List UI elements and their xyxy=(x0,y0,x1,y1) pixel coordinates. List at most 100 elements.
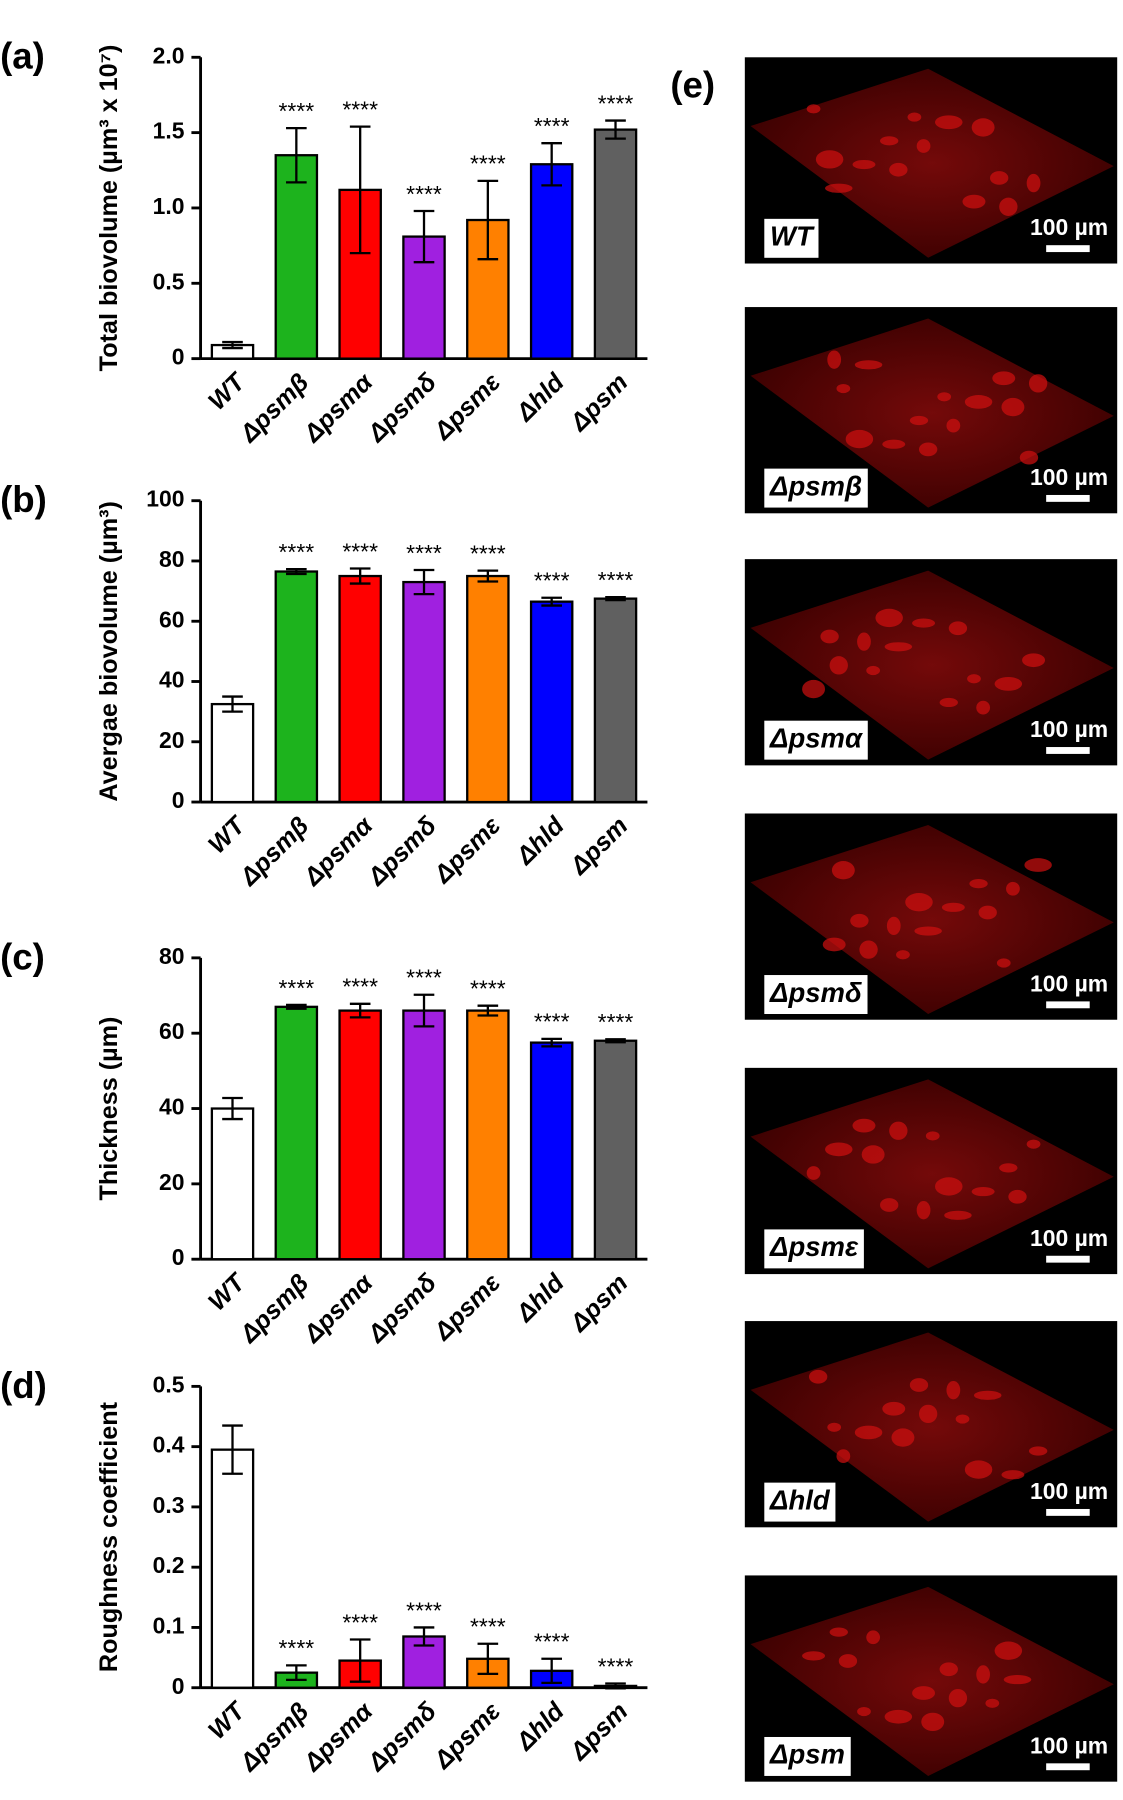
bar xyxy=(466,1009,510,1261)
scale-bar-label: 100 µm xyxy=(1030,1732,1108,1758)
x-tick-label: Δpsmβ xyxy=(234,1269,314,1349)
cell-cluster xyxy=(948,1688,968,1708)
significance: **** xyxy=(406,965,442,991)
error-bar xyxy=(413,1626,435,1647)
cell-cluster xyxy=(866,1630,881,1645)
x-tick-label: Δhld xyxy=(510,1268,570,1328)
bar xyxy=(593,128,638,360)
cell-cluster xyxy=(937,392,952,402)
x-tick-label: Δpsmα xyxy=(298,1696,379,1777)
cell-cluster xyxy=(935,115,963,130)
cell-cluster xyxy=(825,183,853,193)
label-box xyxy=(764,720,868,760)
significance: **** xyxy=(470,976,506,1002)
y-tick-label: 60 xyxy=(159,1018,184,1044)
x-tick-label: Δpsm xyxy=(564,368,633,437)
cell-cluster xyxy=(808,1369,828,1384)
significance: **** xyxy=(279,98,315,124)
label-box xyxy=(764,1736,851,1776)
scale-bar xyxy=(1046,494,1090,502)
scale-bar xyxy=(1046,1255,1090,1263)
bar xyxy=(402,1009,446,1261)
cell-cluster xyxy=(985,1698,1000,1708)
error-bar xyxy=(477,179,499,261)
cell-cluster xyxy=(845,429,874,449)
significance: **** xyxy=(279,539,315,565)
cell-cluster xyxy=(829,656,848,675)
significance: **** xyxy=(279,1635,315,1661)
significance: **** xyxy=(406,1597,442,1623)
error-bar xyxy=(605,595,626,602)
cell-cluster xyxy=(827,1422,842,1432)
cell-cluster xyxy=(907,112,922,122)
cell-cluster xyxy=(909,415,929,426)
bar xyxy=(593,597,638,804)
panel-label: (e) xyxy=(670,64,715,105)
significance: **** xyxy=(470,151,506,177)
significance: **** xyxy=(342,1609,378,1635)
cell-cluster xyxy=(880,1198,899,1212)
cell-cluster xyxy=(976,1665,991,1684)
cell-cluster xyxy=(914,926,942,936)
bar xyxy=(466,218,510,360)
y-tick-label: 80 xyxy=(159,546,184,572)
image-label: WT xyxy=(770,221,815,252)
error-bar xyxy=(286,1003,307,1010)
micrograph: Δpsmε 100 µm xyxy=(744,1067,1118,1275)
micrograph: Δpsmδ 100 µm xyxy=(744,813,1118,1020)
y-axis-title: Avergae biovolume (µm³) xyxy=(95,501,123,802)
cell-cluster xyxy=(916,139,931,153)
bar xyxy=(274,570,319,804)
y-tick-label: 0.5 xyxy=(153,1371,185,1397)
cell-cluster xyxy=(829,1627,848,1637)
cell-cluster xyxy=(825,1142,853,1157)
cell-cluster xyxy=(854,360,883,370)
micrograph: Δhld 100 µm xyxy=(744,1321,1118,1528)
error-bar xyxy=(349,125,371,255)
significance: **** xyxy=(470,1614,506,1640)
bar xyxy=(338,574,382,804)
image-label: Δpsmδ xyxy=(769,977,862,1008)
cell-cluster xyxy=(820,629,839,644)
error-bar xyxy=(222,695,243,713)
cell-cluster xyxy=(948,621,968,636)
y-tick-label: 0.1 xyxy=(153,1612,185,1638)
cell-cluster xyxy=(880,136,899,146)
x-tick-label: Δpsmε xyxy=(428,811,506,889)
cell-cluster xyxy=(999,1163,1018,1173)
label-box xyxy=(764,975,868,1015)
image-label: Δpsm xyxy=(769,1739,845,1770)
cell-cluster xyxy=(1026,173,1041,193)
scale-bar xyxy=(1046,747,1090,754)
image-label: Δpsmε xyxy=(769,1231,859,1262)
significance: **** xyxy=(342,538,378,564)
significance: **** xyxy=(534,1009,570,1035)
cell-cluster xyxy=(976,700,991,715)
cell-cluster xyxy=(996,958,1011,968)
x-tick-label: Δpsmδ xyxy=(362,811,442,891)
cell-cluster xyxy=(852,1118,876,1133)
error-bar xyxy=(413,993,435,1028)
bar xyxy=(466,574,510,804)
x-tick-label: Δpsm xyxy=(564,1269,633,1338)
cell-cluster xyxy=(955,1414,970,1424)
panel-label: (d) xyxy=(0,1365,47,1406)
significance: **** xyxy=(534,568,570,594)
panel-label: (c) xyxy=(0,936,45,977)
y-tick-label: 0.3 xyxy=(153,1492,185,1518)
error-bar xyxy=(286,567,307,576)
scale-bar-label: 100 µm xyxy=(1030,716,1108,742)
cell-cluster xyxy=(941,902,965,912)
x-tick-label: Δhld xyxy=(510,1697,570,1757)
y-tick-label: 0.2 xyxy=(153,1552,185,1578)
cell-cluster xyxy=(964,395,993,409)
cell-cluster xyxy=(999,197,1018,216)
significance: **** xyxy=(342,974,378,1000)
error-bar xyxy=(541,1037,562,1048)
significance: **** xyxy=(598,1009,634,1035)
significance: **** xyxy=(406,181,442,207)
cell-cluster xyxy=(971,118,995,137)
scale-bar-label: 100 µm xyxy=(1030,214,1108,240)
cell-cluster xyxy=(925,1131,940,1141)
scale-bar-label: 100 µm xyxy=(1030,1225,1108,1251)
